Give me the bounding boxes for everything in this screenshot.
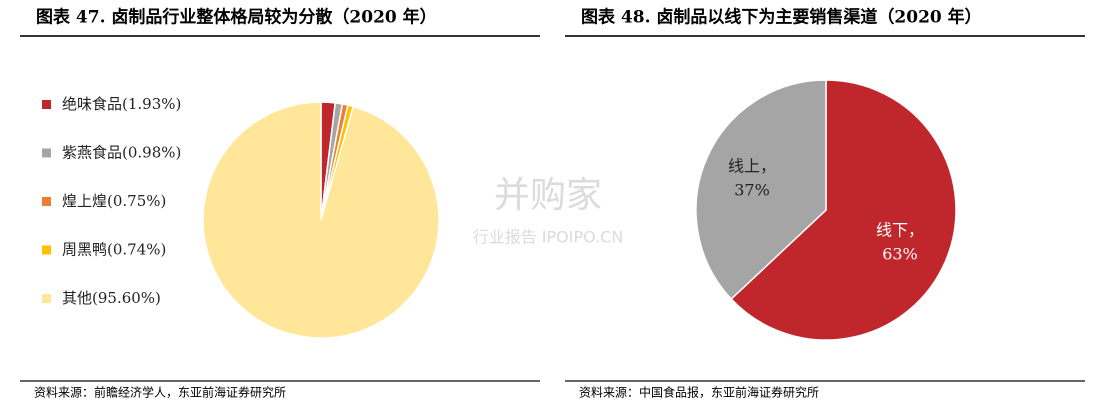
legend-swatch bbox=[42, 294, 51, 303]
legend-swatch bbox=[42, 148, 51, 158]
slice-value: 37% bbox=[734, 180, 770, 199]
source: 资料来源：中国食品报，东亚前海证券研究所 bbox=[579, 385, 819, 400]
watermark: 并购家 bbox=[494, 175, 602, 216]
legend-label: 绝味食品(1.93%) bbox=[62, 95, 181, 113]
legend-swatch bbox=[42, 245, 51, 255]
legend-label: 其他(95.60%) bbox=[62, 289, 161, 307]
slice-label: 线下， bbox=[876, 221, 924, 240]
source: 资料来源：前瞻经济学人，东亚前海证券研究所 bbox=[34, 385, 286, 400]
legend-label: 周黑鸭(0.74%) bbox=[62, 241, 166, 259]
legend-label: 煌上煌(0.75%) bbox=[62, 192, 166, 210]
watermark: 行业报告 IPOIPO.CN bbox=[473, 228, 624, 247]
legend-swatch bbox=[42, 197, 51, 206]
pie-slice bbox=[730, 79, 957, 341]
slice-value: 63% bbox=[882, 245, 918, 264]
pie-slice bbox=[202, 101, 440, 339]
legend-label: 紫燕食品(0.98%) bbox=[62, 144, 181, 162]
pie-slice bbox=[695, 79, 827, 301]
chart-title: 图表 47. 卤制品行业整体格局较为分散（2020 年） bbox=[36, 7, 437, 28]
chart-title: 图表 48. 卤制品以线下为主要销售渠道（2020 年） bbox=[581, 7, 982, 28]
slice-label: 线上， bbox=[728, 156, 776, 175]
legend-swatch bbox=[42, 100, 51, 109]
